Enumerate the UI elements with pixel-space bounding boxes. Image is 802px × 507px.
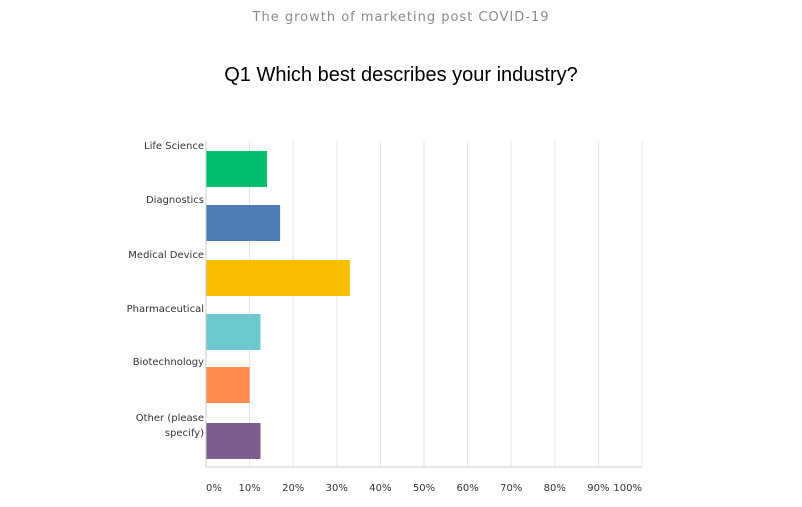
category-label: Life Science bbox=[144, 141, 204, 152]
bar bbox=[206, 367, 250, 403]
tick-label: 20% bbox=[282, 483, 304, 494]
question-title: Q1 Which best describes your industry? bbox=[224, 64, 578, 86]
tick-label: 0% bbox=[206, 483, 222, 494]
category-labels: Life Science Diagnostics Medical Device Pha… bbox=[127, 141, 204, 439]
category-label: Biotechnology bbox=[133, 357, 204, 368]
bar bbox=[206, 260, 350, 296]
tick-label: 50% bbox=[413, 483, 435, 494]
category-label: Other (please specify) bbox=[136, 413, 204, 439]
tick-label: 10% bbox=[238, 483, 260, 494]
bar bbox=[206, 314, 261, 350]
bars bbox=[206, 151, 350, 459]
category-label: Pharmaceutical bbox=[127, 304, 204, 315]
tick-labels: 0% 10% 20% 30% 40% 50% 60% 70% 80% 90% 100% bbox=[206, 483, 642, 494]
tick-label: 90% bbox=[587, 483, 609, 494]
survey-title: The growth of marketing post COVID-19 bbox=[252, 10, 550, 25]
grid-lines bbox=[249, 141, 643, 467]
tick-label: 40% bbox=[369, 483, 391, 494]
category-label: Medical Device bbox=[128, 250, 204, 261]
tick-label: 100% bbox=[613, 483, 642, 494]
category-label: Diagnostics bbox=[146, 195, 204, 206]
bar bbox=[206, 151, 268, 187]
tick-label: 30% bbox=[326, 483, 348, 494]
tick-label: 80% bbox=[544, 483, 566, 494]
bar bbox=[206, 205, 281, 241]
tick-label: 70% bbox=[500, 483, 522, 494]
bar bbox=[206, 423, 261, 459]
tick-label: 60% bbox=[456, 483, 478, 494]
